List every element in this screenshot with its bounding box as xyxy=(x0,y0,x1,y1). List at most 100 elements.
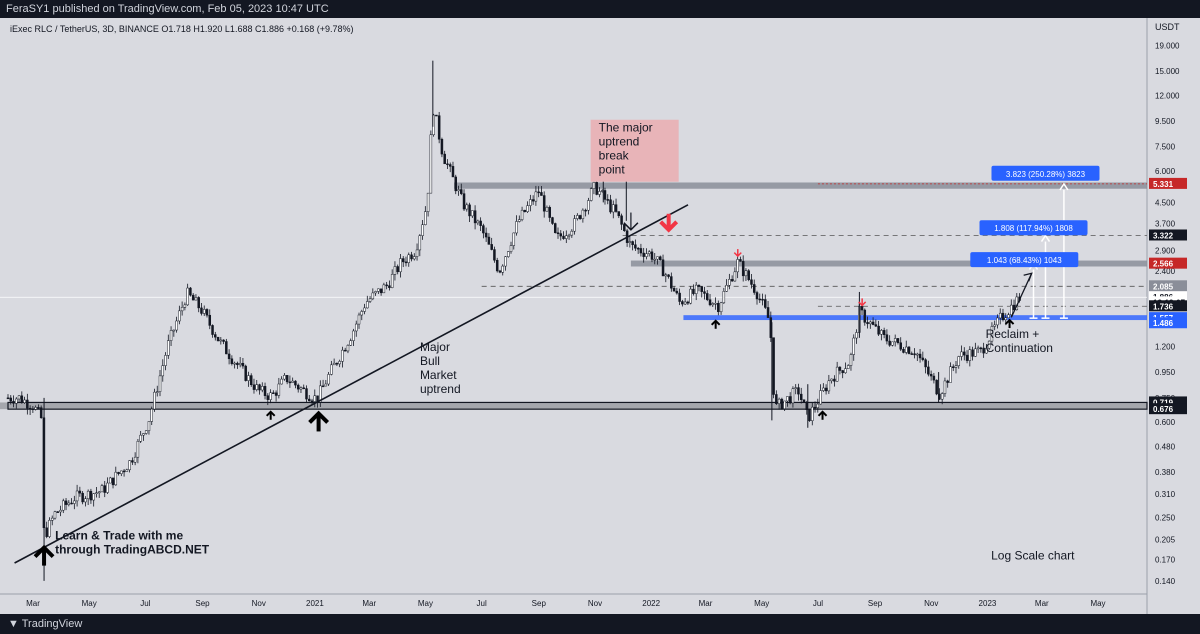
candle-body xyxy=(775,394,778,404)
candle-body xyxy=(523,209,527,212)
candle-body xyxy=(446,163,449,166)
time-axis[interactable]: Mar May Jul Sep Nov 2021 Mar May Jul Sep Nov 2022 Ma… xyxy=(26,599,1105,608)
candle-body xyxy=(752,284,756,293)
candle-body xyxy=(929,373,933,377)
candle-body xyxy=(97,491,101,494)
candle-body xyxy=(269,392,272,400)
measure-arrowhead-1 xyxy=(1040,234,1051,242)
candle-body xyxy=(122,470,126,473)
candle-body xyxy=(612,204,615,213)
y-tick-label: 15.000 xyxy=(1155,67,1180,76)
candle-body xyxy=(471,210,474,217)
candle-body xyxy=(772,337,775,395)
candle-body xyxy=(896,338,900,343)
candle-body xyxy=(907,346,911,354)
candle-body xyxy=(996,317,999,326)
candle-body xyxy=(697,284,701,287)
break-pointer-head xyxy=(623,222,639,231)
price-label-box-9 xyxy=(1149,396,1187,408)
footer-brand[interactable]: TradingView xyxy=(21,618,83,630)
candle-body xyxy=(89,490,93,501)
annotation-2: Reclaim + Continuation xyxy=(986,327,1053,355)
candle-body xyxy=(305,388,308,400)
candle-body xyxy=(498,270,502,273)
candle-body xyxy=(457,189,460,192)
candle-body xyxy=(335,362,339,365)
candle-body xyxy=(808,409,811,421)
candle-body xyxy=(545,207,549,212)
candle-body xyxy=(553,223,557,233)
candle-body xyxy=(155,391,159,393)
candle-body xyxy=(703,291,706,294)
candle-body xyxy=(343,349,347,352)
candle-body xyxy=(205,309,209,316)
candle-body xyxy=(34,407,37,410)
up-arrow-head-5 xyxy=(1004,318,1015,325)
candle-body xyxy=(352,330,355,341)
price-chart[interactable]: iExec RLC / TetherUS, 3D, BINANCE O1.718… xyxy=(0,18,1200,614)
y-tick-label: 0.205 xyxy=(1155,535,1176,544)
candle-body xyxy=(421,224,424,236)
price-label-box-1 xyxy=(1149,229,1187,241)
candle-body xyxy=(26,399,29,409)
y-tick-label: 3.700 xyxy=(1155,220,1176,229)
candle-body xyxy=(974,348,977,357)
y-tick-label: 0.250 xyxy=(1155,514,1176,523)
up-arrow-head-0 xyxy=(33,544,55,559)
dashed-levels-layer xyxy=(0,183,1147,307)
y-tick-label: 12.000 xyxy=(1155,91,1180,100)
candle-body xyxy=(736,259,739,273)
candle-body xyxy=(368,298,372,302)
candle-body xyxy=(15,398,18,404)
candle-body xyxy=(153,391,156,410)
tradingview-logo-icon[interactable]: ▼ xyxy=(8,618,19,630)
candle-body xyxy=(194,297,198,301)
candle-body xyxy=(927,366,930,375)
candle-body xyxy=(288,381,292,384)
candle-body xyxy=(31,408,35,411)
candle-body xyxy=(706,293,709,300)
candle-body xyxy=(319,385,322,403)
x-tick-label: Jul xyxy=(140,599,150,608)
candle-body xyxy=(529,199,532,206)
price-axis[interactable]: 19.000 15.000 12.000 9.500 7.500 6.000 4.500 3.… xyxy=(1155,41,1180,586)
candle-body xyxy=(136,441,140,458)
candle-body xyxy=(598,191,601,195)
candle-body xyxy=(493,249,496,261)
candle-body xyxy=(214,334,217,338)
y-tick-label: 2.400 xyxy=(1155,267,1176,276)
candle-body xyxy=(542,195,546,212)
candle-body xyxy=(620,215,623,225)
candle-body xyxy=(111,477,115,486)
candle-body xyxy=(366,301,369,309)
candle-body xyxy=(899,342,902,350)
y-tick-label: 4.500 xyxy=(1155,198,1176,207)
candle-body xyxy=(960,351,963,357)
candle-body xyxy=(623,224,626,232)
candle-body xyxy=(708,299,712,306)
up-arrow-head-2 xyxy=(308,410,330,424)
down-arrow-head-2 xyxy=(858,301,867,307)
candle-body xyxy=(390,274,394,288)
price-label-2: 2.566 xyxy=(1153,260,1174,269)
candle-body xyxy=(139,434,142,442)
price-label-10: 0.676 xyxy=(1153,405,1174,414)
candle-body xyxy=(777,398,781,404)
candle-body xyxy=(719,302,723,313)
candle-body xyxy=(45,527,48,537)
candle-body xyxy=(341,349,344,362)
candle-body xyxy=(78,490,82,494)
candle-body xyxy=(507,251,510,257)
currency-label: USDT xyxy=(1155,22,1180,32)
candle-body xyxy=(460,189,463,194)
candle-body xyxy=(750,279,753,285)
candle-body xyxy=(247,375,250,381)
y-tick-label: 19.000 xyxy=(1155,41,1180,50)
candle-body xyxy=(261,386,264,391)
candle-body xyxy=(354,323,358,332)
candle-body xyxy=(976,347,980,350)
candle-body xyxy=(979,347,983,350)
candle-body xyxy=(28,407,32,410)
candle-body xyxy=(462,193,466,210)
y-tick-label: 6.000 xyxy=(1155,167,1176,176)
